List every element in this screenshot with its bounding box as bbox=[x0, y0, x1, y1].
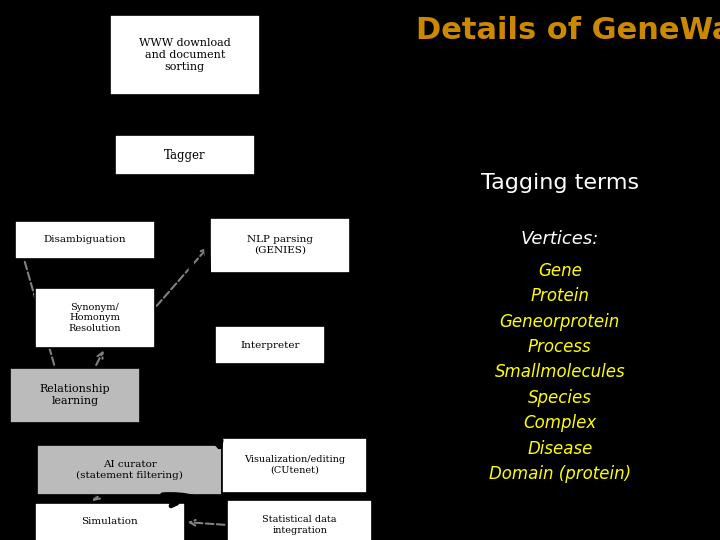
FancyBboxPatch shape bbox=[35, 288, 155, 348]
FancyBboxPatch shape bbox=[115, 135, 255, 175]
FancyBboxPatch shape bbox=[15, 221, 155, 259]
Text: Tagging terms: Tagging terms bbox=[481, 173, 639, 193]
FancyBboxPatch shape bbox=[222, 437, 367, 492]
Text: Details of GeneWays: Details of GeneWays bbox=[415, 16, 720, 45]
Text: Visualization/editing
(CUtenet): Visualization/editing (CUtenet) bbox=[244, 455, 346, 475]
FancyBboxPatch shape bbox=[215, 326, 325, 364]
Text: Species: Species bbox=[528, 389, 592, 407]
FancyBboxPatch shape bbox=[210, 218, 350, 273]
Text: Vertices:: Vertices: bbox=[521, 230, 599, 247]
FancyBboxPatch shape bbox=[10, 368, 140, 422]
FancyBboxPatch shape bbox=[228, 500, 372, 540]
Text: Statistical data
integration: Statistical data integration bbox=[263, 515, 337, 535]
Text: Synonym/
Homonym
Resolution: Synonym/ Homonym Resolution bbox=[68, 303, 121, 333]
FancyBboxPatch shape bbox=[37, 445, 222, 495]
Text: WWW download
and document
sorting: WWW download and document sorting bbox=[139, 38, 230, 72]
Text: Disease: Disease bbox=[527, 440, 593, 457]
Text: Protein: Protein bbox=[531, 287, 589, 305]
Text: Geneorprotein: Geneorprotein bbox=[500, 313, 620, 330]
Text: Interpreter: Interpreter bbox=[240, 341, 300, 349]
Text: AI curator
(statement filtering): AI curator (statement filtering) bbox=[76, 460, 184, 480]
Text: Complex: Complex bbox=[523, 414, 596, 432]
Text: Process: Process bbox=[528, 338, 592, 356]
Text: Disambiguation: Disambiguation bbox=[44, 235, 126, 245]
Text: Smallmolecules: Smallmolecules bbox=[495, 363, 625, 381]
Text: Domain (protein): Domain (protein) bbox=[489, 465, 631, 483]
Text: NLP parsing
(GENIES): NLP parsing (GENIES) bbox=[247, 235, 312, 255]
Text: Tagger: Tagger bbox=[164, 148, 206, 161]
Text: Simulation: Simulation bbox=[81, 517, 138, 526]
FancyBboxPatch shape bbox=[110, 15, 260, 95]
FancyBboxPatch shape bbox=[35, 503, 185, 540]
Text: Gene: Gene bbox=[538, 262, 582, 280]
Text: Relationship
learning: Relationship learning bbox=[40, 384, 110, 406]
